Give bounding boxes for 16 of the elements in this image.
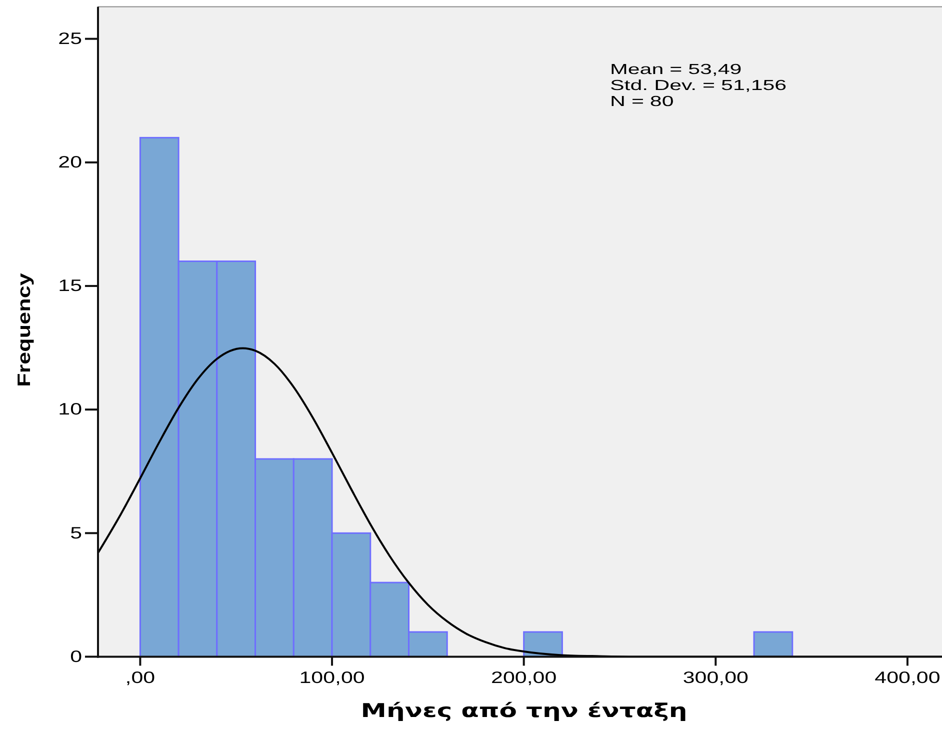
y-tick-label: 20 — [58, 153, 82, 172]
x-axis-title: Μήνες από την ένταξη — [360, 700, 688, 722]
x-tick-label: 100,00 — [299, 669, 365, 688]
y-tick-label: 10 — [58, 400, 82, 419]
x-tick-label: ,00 — [125, 669, 156, 688]
x-tick-label: 400,00 — [874, 669, 940, 688]
y-axis-title: Frequency — [14, 272, 34, 387]
x-tick-label: 200,00 — [491, 669, 557, 688]
annotation: Std. Dev. = 51,156 — [610, 76, 787, 94]
y-tick-label: 5 — [70, 524, 82, 542]
x-tick-label: 300,00 — [682, 669, 748, 688]
y-tick-label: 0 — [70, 648, 82, 666]
annotation: Mean = 53,49 — [610, 60, 742, 78]
annotation: N = 80 — [610, 92, 674, 110]
y-tick-label: 15 — [58, 276, 82, 296]
y-tick-label: 25 — [58, 30, 82, 48]
